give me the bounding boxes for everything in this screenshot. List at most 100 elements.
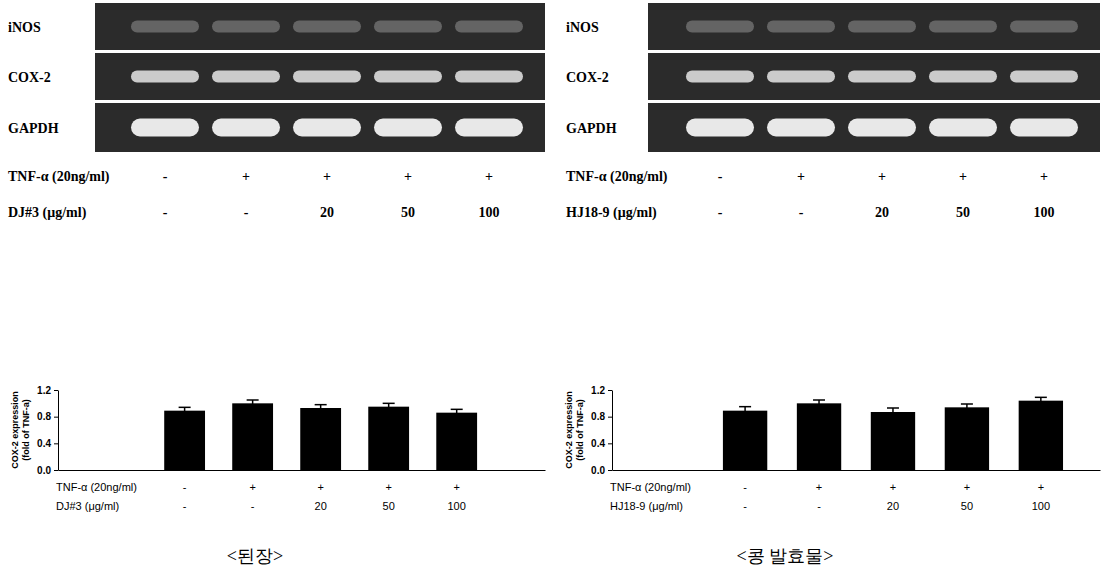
gel-band — [374, 71, 442, 83]
gel-band — [767, 21, 835, 33]
gel-band — [455, 119, 523, 137]
gel-band — [455, 21, 523, 33]
error-cap — [1035, 397, 1047, 399]
error-cap — [179, 407, 191, 409]
y-tick-label: 0.4 — [591, 438, 605, 449]
gel-band — [374, 119, 442, 137]
gel-band — [293, 119, 361, 137]
gel-band — [212, 119, 280, 137]
gel-background — [648, 3, 1100, 50]
y-tick-label: 0.0 — [591, 465, 605, 476]
condition-value: + — [385, 481, 391, 493]
error-bar — [813, 400, 825, 407]
x-axis — [59, 470, 546, 472]
band-label: iNOS — [566, 20, 599, 35]
bar — [436, 413, 477, 470]
condition-value: 50 — [383, 500, 395, 512]
gel-background — [95, 53, 545, 100]
condition-value: + — [485, 169, 493, 184]
bar-chart: 0.0 0.4 0.8 1.2 COX-2 expression(fold of TNF… — [10, 385, 546, 512]
condition-value: + — [797, 169, 805, 184]
condition-value: 20 — [887, 500, 899, 512]
y-tick: 0.8 — [37, 411, 58, 422]
y-axis-line — [58, 391, 59, 471]
gel-band — [686, 119, 754, 137]
error-bar — [739, 407, 751, 415]
gel-band — [929, 119, 997, 137]
y-tick: 0.8 — [591, 411, 612, 422]
condition-value: - — [163, 205, 168, 220]
condition-value: + — [317, 481, 323, 493]
error-line — [388, 403, 390, 410]
y-tick-mark — [608, 390, 612, 391]
band-label: iNOS — [8, 20, 41, 35]
bar — [797, 403, 841, 470]
error-line — [320, 405, 322, 412]
y-tick-mark — [54, 443, 58, 444]
condition-value: + — [453, 481, 459, 493]
condition-value: - — [743, 500, 747, 512]
blot: iNOSCOX-2GAPDHTNF-α (20ng/ml)-++++HJ18-9… — [566, 3, 1100, 221]
band-label: COX-2 — [566, 70, 609, 85]
error-cap — [961, 403, 973, 405]
condition-value: 20 — [875, 205, 889, 220]
gel-band — [212, 21, 280, 33]
error-bar — [961, 404, 973, 411]
error-cap — [383, 403, 395, 405]
gel-band — [848, 71, 916, 83]
error-bar — [1035, 397, 1047, 404]
gel-band — [131, 119, 199, 137]
condition-value: 100 — [479, 205, 500, 220]
condition-value: + — [1038, 481, 1044, 493]
y-axis: 0.00.40.81.2 — [591, 385, 612, 476]
error-bar — [887, 408, 899, 416]
gel-band — [131, 21, 199, 33]
gel-band — [293, 71, 361, 83]
y-axis-title: COX-2 expression — [564, 391, 574, 469]
condition-label: HJ18-9 (μg/ml) — [610, 500, 683, 512]
condition-value: + — [249, 481, 255, 493]
y-tick: 1.2 — [37, 385, 58, 396]
condition-value: 20 — [320, 205, 334, 220]
gel-background — [95, 3, 545, 50]
bar — [723, 411, 767, 470]
figure: iNOSCOX-2GAPDHTNF-α (20ng/ml)-++++DJ#3 (… — [0, 0, 1114, 580]
condition-value: - — [799, 205, 804, 220]
gel-band — [686, 21, 754, 33]
condition-value: - — [183, 481, 187, 493]
error-line — [456, 409, 458, 416]
y-tick-mark — [54, 417, 58, 418]
condition-value: - — [718, 205, 723, 220]
error-bar — [179, 407, 191, 414]
gel-band — [686, 71, 754, 83]
condition-value: - — [251, 500, 255, 512]
condition-value: - — [183, 500, 187, 512]
gel-band — [767, 71, 835, 83]
error-line — [892, 408, 894, 416]
condition-value: 50 — [401, 205, 415, 220]
gel-band — [131, 71, 199, 83]
condition-value: - — [163, 169, 168, 184]
y-tick-mark — [54, 390, 58, 391]
condition-label: HJ18-9 (μg/ml) — [566, 205, 657, 221]
error-cap — [813, 399, 825, 401]
bar-chart: 0.00.40.81.2COX-2 expression(fold of TNF… — [564, 385, 1101, 512]
bar — [368, 407, 409, 470]
y-tick: 0.0 — [37, 465, 58, 476]
gel-band — [374, 21, 442, 33]
error-line — [818, 400, 820, 407]
x-axis — [613, 470, 1101, 472]
gel-band — [767, 119, 835, 137]
gel-band — [848, 119, 916, 137]
condition-label: DJ#3 (μg/ml) — [8, 205, 87, 221]
error-cap — [887, 407, 899, 409]
y-axis-title: (fold of TNF-a) — [21, 399, 31, 460]
y-axis-line — [612, 391, 613, 471]
y-axis-title: COX-2 expression — [10, 391, 20, 469]
condition-value: 100 — [448, 500, 466, 512]
y-tick: 0.4 — [37, 438, 58, 449]
error-cap — [451, 409, 463, 411]
condition-label: DJ#3 (μg/ml) — [56, 500, 119, 512]
caption: <된장> — [227, 546, 283, 566]
y-axis: 0.0 0.4 0.8 1.2 — [37, 385, 58, 476]
